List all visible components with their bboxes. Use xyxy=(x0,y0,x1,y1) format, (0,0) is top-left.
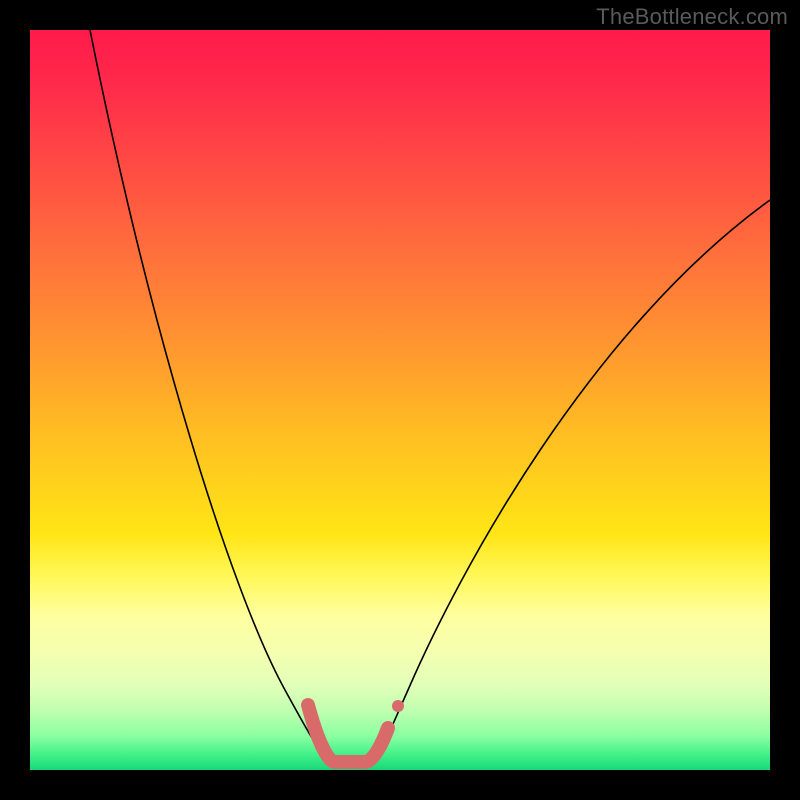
watermark-text: TheBottleneck.com xyxy=(596,4,788,30)
chart-background xyxy=(30,30,770,770)
chart-container xyxy=(30,30,770,770)
marker-dot xyxy=(392,700,404,712)
bottleneck-chart xyxy=(30,30,770,770)
